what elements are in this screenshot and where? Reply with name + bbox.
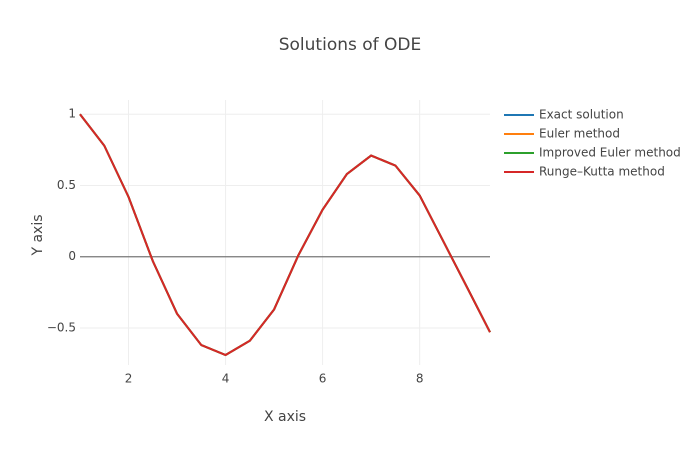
- legend-label: Runge–Kutta method: [539, 165, 665, 179]
- x-tick-label: 4: [222, 372, 230, 386]
- series-line: [79, 113, 491, 357]
- x-tick-label: 6: [319, 372, 327, 386]
- chart-title: Solutions of ODE: [279, 35, 422, 55]
- series-line: [79, 113, 491, 357]
- legend-label: Exact solution: [539, 108, 624, 122]
- y-tick-label: 1: [68, 107, 76, 121]
- series-line: [79, 113, 491, 357]
- y-tick-label: 0: [68, 249, 76, 263]
- x-axis-title: X axis: [264, 409, 306, 425]
- y-tick-label: 0.5: [57, 178, 76, 192]
- y-tick-label: −0.5: [47, 320, 76, 334]
- x-tick-label: 2: [125, 372, 133, 386]
- series-line: [79, 113, 491, 357]
- legend-label: Euler method: [539, 127, 620, 141]
- legend-label: Improved Euler method: [539, 146, 681, 160]
- x-tick-label: 8: [416, 372, 424, 386]
- y-axis-title: Y axis: [30, 214, 46, 256]
